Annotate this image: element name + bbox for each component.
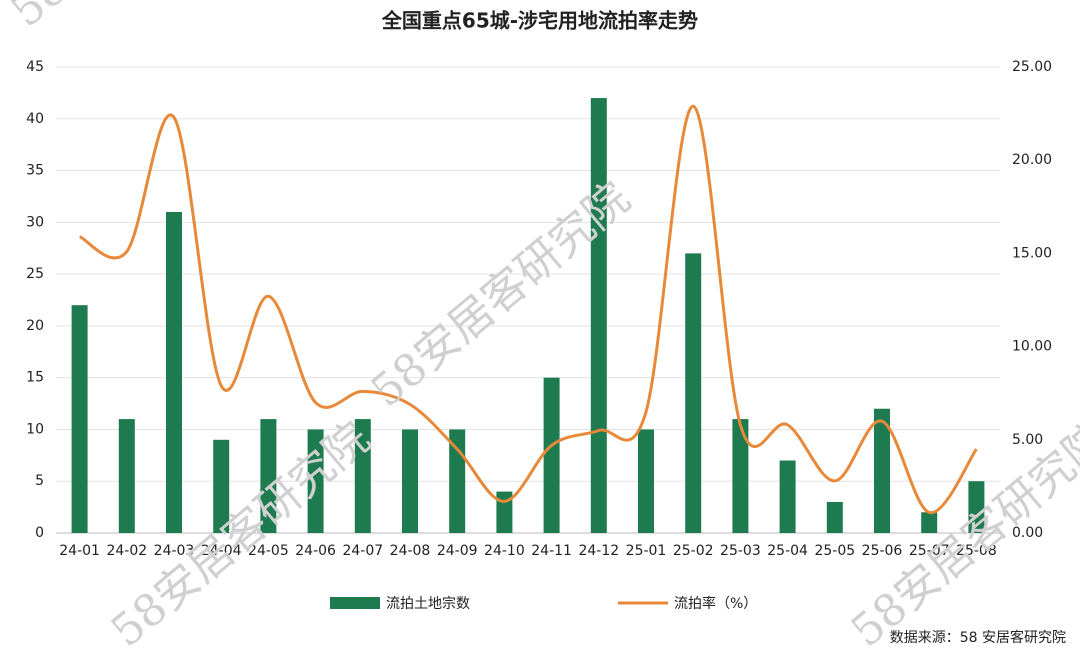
x-tick-label: 24-05 [248, 543, 289, 559]
y2-tick-label: 15.00 [1012, 245, 1052, 261]
watermark: 58安居客研究院 [2, 0, 280, 37]
y-tick-label: 20 [26, 318, 44, 334]
bar [260, 419, 277, 533]
bar [543, 377, 560, 533]
x-tick-label: 25-02 [673, 543, 714, 559]
bar [826, 501, 843, 533]
x-tick-label: 24-03 [154, 543, 195, 559]
x-tick-label: 24-04 [201, 543, 242, 559]
watermark: 58安居客研究院 [102, 412, 380, 652]
x-tick-label: 25-03 [720, 543, 761, 559]
bar [968, 481, 985, 533]
bar [118, 419, 135, 533]
y-tick-label: 30 [26, 214, 44, 230]
y-tick-label: 5 [35, 473, 44, 489]
bar [166, 211, 182, 533]
source-note: 数据来源：58 安居客研究院 [890, 629, 1066, 646]
legend-label: 流拍土地宗数 [386, 596, 470, 612]
x-tick-label: 24-12 [578, 543, 619, 559]
y-tick-label: 25 [26, 266, 44, 282]
line [78, 104, 978, 515]
legend-label: 流拍率（%） [674, 595, 757, 612]
x-tick-label: 25-01 [626, 543, 667, 559]
bar [638, 429, 654, 533]
bar [874, 408, 890, 533]
y-tick-label: 15 [26, 370, 44, 386]
y-tick-label: 35 [26, 163, 44, 179]
bar [354, 419, 371, 533]
y-tick-label: 45 [26, 59, 44, 75]
x-tick-label: 25-08 [956, 543, 997, 559]
y2-tick-label: 0.00 [1012, 525, 1043, 541]
bar [590, 98, 607, 534]
x-tick-label: 25-04 [767, 543, 808, 559]
bar [732, 419, 749, 533]
x-tick-label: 25-07 [909, 543, 950, 559]
x-tick-label: 24-07 [342, 543, 383, 559]
x-tick-label: 24-02 [106, 543, 147, 559]
bar [71, 305, 88, 533]
bar [779, 460, 796, 533]
x-tick-label: 24-06 [295, 543, 336, 559]
legend-swatch [330, 597, 380, 609]
y2-tick-label: 20.00 [1012, 152, 1052, 168]
y-tick-label: 10 [26, 421, 44, 437]
bar [213, 439, 230, 533]
bar [921, 512, 938, 533]
x-tick-label: 25-06 [862, 543, 903, 559]
bar [402, 429, 418, 533]
bar [685, 253, 702, 533]
x-tick-label: 25-05 [814, 543, 855, 559]
x-tick-label: 24-09 [437, 543, 478, 559]
y-tick-label: 0 [35, 525, 44, 541]
x-tick-label: 24-10 [484, 543, 525, 559]
chart-title: 全国重点65城-涉宅用地流拍率走势 [381, 9, 698, 33]
x-tick-label: 24-11 [531, 543, 572, 559]
y-tick-label: 40 [26, 111, 44, 127]
y2-tick-label: 5.00 [1012, 432, 1043, 448]
x-tick-label: 24-01 [59, 543, 100, 559]
bar [307, 429, 324, 533]
y2-tick-label: 25.00 [1012, 59, 1052, 75]
x-tick-label: 24-08 [390, 543, 431, 559]
y2-tick-label: 10.00 [1012, 339, 1052, 355]
